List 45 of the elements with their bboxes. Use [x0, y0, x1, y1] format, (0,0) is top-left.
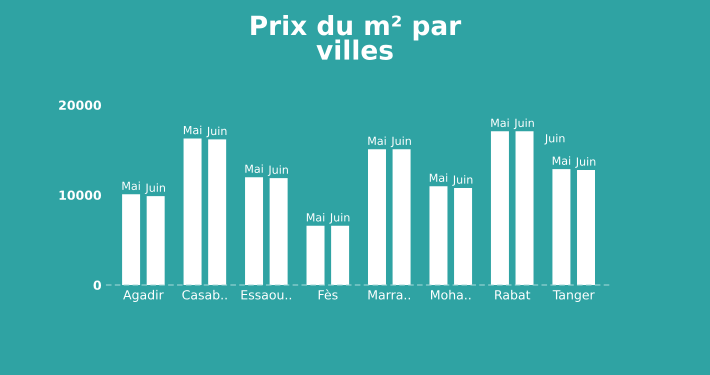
y-tick-label: 0: [94, 280, 102, 290]
bar: [146, 196, 165, 285]
x-tick-label: Moha..: [431, 290, 470, 300]
x-tick-label: Casab..: [182, 290, 227, 300]
bar: [392, 149, 411, 285]
bar: [306, 226, 325, 285]
bar: [245, 177, 264, 285]
bar: [270, 178, 288, 285]
bar: [184, 138, 202, 285]
bar: [368, 149, 386, 285]
text: Mai: [552, 156, 570, 165]
text: Juin: [144, 183, 165, 194]
bar: [122, 194, 140, 285]
annotation: Juin: [544, 134, 564, 145]
bar: [208, 139, 226, 285]
bar: [552, 169, 570, 285]
text: Juin: [268, 165, 288, 176]
bar: [490, 131, 509, 285]
bar: [454, 188, 472, 285]
text: Juin: [329, 212, 350, 224]
y-tick-label: 10000: [60, 190, 102, 200]
text: Mai: [430, 173, 448, 182]
x-tick-label: Fès: [318, 289, 338, 300]
series-label: Mai: [184, 126, 202, 134]
bar: [331, 226, 350, 285]
bar: [577, 170, 596, 285]
text: Mai: [491, 118, 509, 128]
chart-title: Prix du m² par villes: [251, 15, 462, 60]
bar: [516, 131, 534, 285]
text: Juin: [575, 157, 596, 168]
text: Juin: [514, 118, 534, 130]
text: Mai: [368, 136, 386, 146]
bar: [429, 186, 448, 285]
x-tick-label: Tanger: [552, 290, 595, 302]
text: Mai: [122, 181, 140, 190]
x-tick-label: Rabat: [495, 290, 530, 300]
x-tick-label: Agadir: [123, 290, 164, 302]
y-tick-label: 20000: [59, 100, 102, 110]
series-label: Juin: [452, 175, 472, 186]
x-tick-label: Marra..: [368, 290, 410, 300]
text: Juin: [390, 136, 411, 148]
text: Mai: [245, 164, 263, 173]
text: Juin: [206, 126, 226, 138]
x-tick-label: Essaou..: [242, 290, 292, 300]
text: Mai: [306, 212, 324, 222]
